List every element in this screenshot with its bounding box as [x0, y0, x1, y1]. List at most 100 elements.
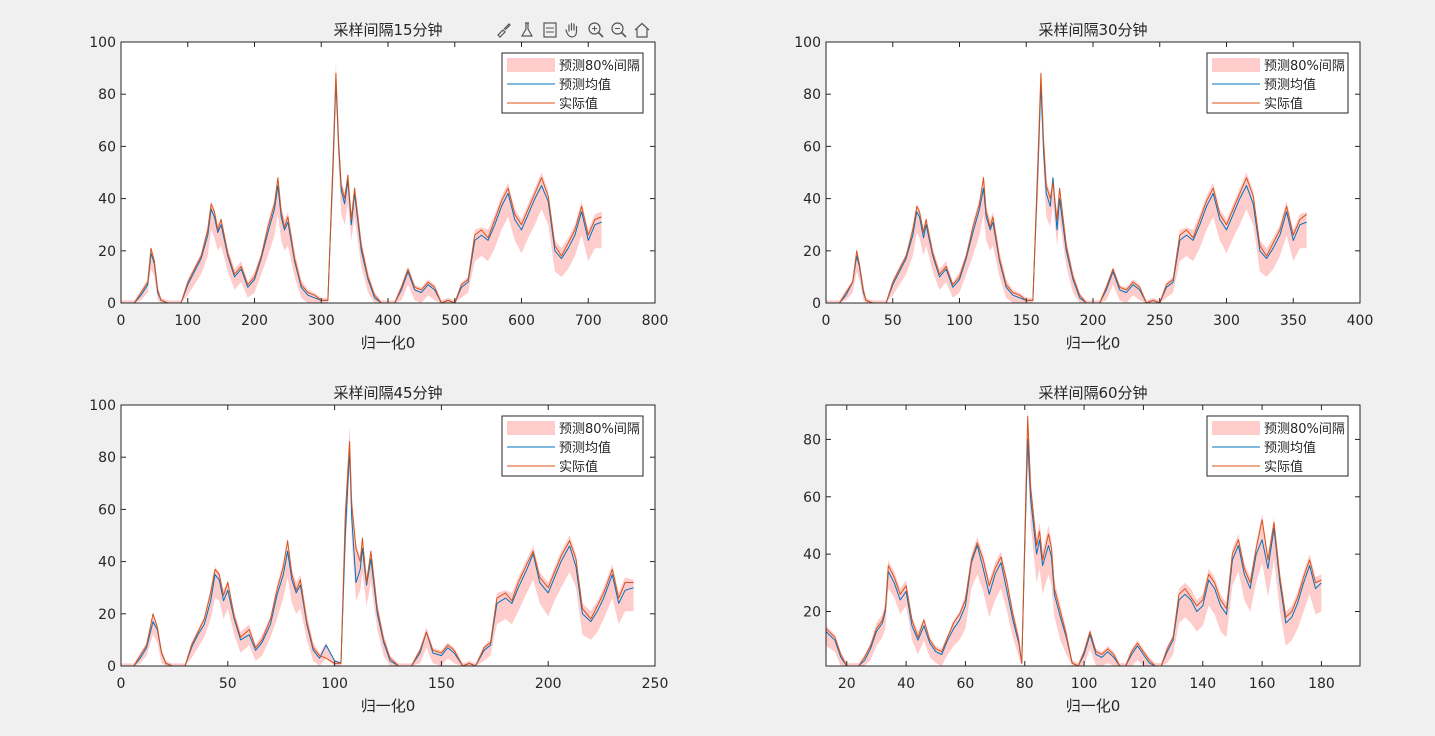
zoom-in-icon: [588, 22, 604, 38]
y-tick-label: 20: [98, 244, 116, 260]
y-tick-label: 60: [98, 502, 116, 518]
subplot-4[interactable]: 20 40 60 80 100 120 140 160 180 20 40 60 80 采样间隔60分钟归…: [803, 384, 1361, 715]
y-tick-label: 60: [803, 490, 821, 506]
y-tick-label: 40: [98, 192, 116, 208]
x-tick-label: 150: [428, 676, 455, 692]
y-tick-label: 40: [98, 555, 116, 571]
actual-value-line: [826, 72, 1307, 303]
restore-view-button[interactable]: [632, 19, 652, 41]
y-tick-label: 80: [803, 87, 821, 103]
legend-entry: 预测均值: [559, 440, 611, 456]
flask-icon: [520, 22, 534, 37]
x-tick-label: 0: [822, 313, 831, 329]
legend-entry: 预测80%间隔: [1264, 59, 1345, 74]
y-tick-label: 0: [107, 296, 116, 312]
axes-box: [120, 404, 656, 667]
home-icon: [634, 22, 650, 38]
y-tick-label: 20: [803, 605, 821, 621]
y-tick-label: 80: [98, 450, 116, 466]
actual-value-line: [121, 72, 602, 303]
x-tick-label: 140: [1189, 676, 1216, 692]
x-tick-label: 350: [1280, 313, 1307, 329]
x-tick-label: 400: [375, 313, 402, 329]
x-tick-label: 800: [642, 313, 669, 329]
legend-button[interactable]: [540, 19, 560, 41]
y-tick-label: 20: [803, 244, 821, 260]
x-tick-label: 300: [308, 313, 335, 329]
pan-button[interactable]: [563, 19, 583, 41]
legend-swatch-band: [1212, 421, 1260, 435]
x-tick-label: 700: [575, 313, 602, 329]
subplot-1[interactable]: 0 100 200 300 400 500 600 700 800 0 20 40 60 80 100 采样间…: [89, 21, 668, 352]
x-tick-label: 500: [441, 313, 468, 329]
y-tick-label: 100: [89, 35, 116, 51]
data-layer: [826, 405, 1322, 666]
x-tick-label: 120: [1130, 676, 1157, 692]
brush-icon: [497, 23, 511, 38]
x-tick-label: 200: [241, 313, 268, 329]
legend-entry: 实际值: [559, 459, 598, 475]
brush-button[interactable]: [494, 19, 514, 41]
y-tick-label: 20: [98, 607, 116, 623]
data-layer: [121, 62, 602, 303]
x-tick-label: 60: [957, 676, 975, 692]
x-tick-label: 250: [642, 676, 669, 692]
y-tick-label: 40: [803, 192, 821, 208]
prediction-interval-band: [121, 425, 634, 666]
legend-toggle-icon: [543, 22, 557, 38]
zoom-out-icon: [611, 22, 627, 38]
chart-title: 采样间隔15分钟: [333, 21, 442, 39]
legend-entry: 实际值: [1264, 459, 1303, 475]
pan-hand-icon: [565, 22, 578, 38]
actual-value-line: [121, 441, 634, 666]
data-tips-button[interactable]: [517, 19, 537, 41]
legend-entry: 预测80%间隔: [559, 422, 640, 437]
chart-title: 采样间隔60分钟: [1038, 384, 1147, 402]
chart-title: 采样间隔30分钟: [1038, 21, 1147, 39]
x-tick-label: 150: [1013, 313, 1040, 329]
x-tick-label: 200: [1080, 313, 1107, 329]
legend-entry: 实际值: [1264, 96, 1303, 112]
axes-toolbar: [494, 18, 652, 42]
legend-entry: 实际值: [559, 96, 598, 112]
x-tick-label: 0: [117, 676, 126, 692]
legend-entry: 预测均值: [1264, 77, 1316, 93]
x-axis-label: 归一化0: [361, 697, 416, 715]
predicted-mean-line: [121, 448, 634, 666]
legend-entry: 预测均值: [1264, 440, 1316, 456]
y-tick-label: 80: [98, 87, 116, 103]
y-tick-label: 80: [803, 432, 821, 448]
legend-entry: 预测80%间隔: [559, 59, 640, 74]
x-tick-label: 50: [884, 313, 902, 329]
y-tick-label: 60: [803, 139, 821, 155]
y-tick-label: 100: [89, 398, 116, 414]
data-layer: [121, 425, 634, 666]
x-axis-label: 归一化0: [361, 334, 416, 352]
x-tick-label: 160: [1249, 676, 1276, 692]
actual-value-line: [826, 416, 1322, 666]
x-axis-label: 归一化0: [1066, 334, 1121, 352]
x-tick-label: 180: [1308, 676, 1335, 692]
y-tick-label: 40: [803, 547, 821, 563]
x-tick-label: 0: [117, 313, 126, 329]
legend-entry: 预测均值: [559, 77, 611, 93]
y-tick-label: 0: [812, 296, 821, 312]
x-tick-label: 100: [174, 313, 201, 329]
x-tick-label: 80: [1016, 676, 1034, 692]
x-tick-label: 600: [508, 313, 535, 329]
zoom-out-button[interactable]: [609, 19, 629, 41]
data-layer: [826, 68, 1307, 303]
x-tick-label: 200: [535, 676, 562, 692]
subplot-2[interactable]: 0 50 100 150 200 250 300 350 400 0 20 40 60 80 100 采样间隔…: [794, 21, 1373, 352]
x-tick-label: 400: [1347, 313, 1374, 329]
x-tick-label: 20: [838, 676, 856, 692]
x-tick-label: 50: [219, 676, 237, 692]
zoom-in-button[interactable]: [586, 19, 606, 41]
